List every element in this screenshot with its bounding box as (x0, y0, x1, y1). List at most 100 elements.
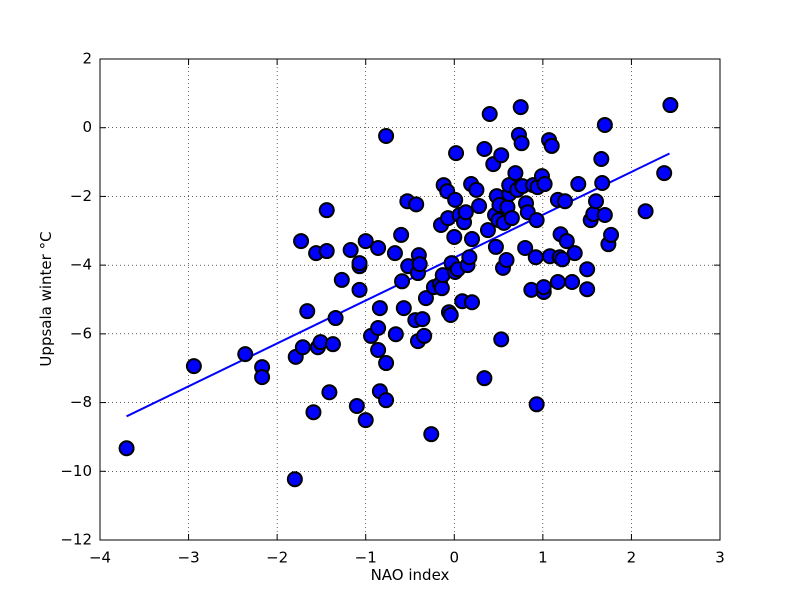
y-tick-label: 2 (82, 50, 92, 68)
x-tick-label: −1 (355, 549, 377, 567)
point (371, 300, 388, 317)
point (446, 228, 463, 245)
point (557, 193, 573, 210)
point (378, 392, 395, 409)
point (656, 165, 673, 182)
point (378, 355, 395, 372)
point (370, 239, 387, 256)
point (570, 176, 587, 193)
point (417, 290, 434, 307)
point (394, 273, 411, 290)
point (327, 310, 344, 327)
point (386, 245, 403, 262)
point (408, 196, 425, 213)
point (395, 300, 412, 317)
point (293, 233, 310, 250)
point (318, 243, 335, 260)
point (536, 176, 553, 193)
y-tick-label: −6 (70, 324, 92, 342)
point (305, 404, 322, 421)
point (423, 426, 440, 443)
point (461, 249, 478, 266)
point (447, 191, 464, 208)
y-tick-label: −2 (70, 187, 92, 205)
point (286, 471, 303, 488)
point (448, 145, 465, 162)
point (185, 358, 202, 375)
point (324, 336, 341, 353)
point (351, 281, 368, 298)
point (593, 150, 610, 167)
point (487, 238, 504, 255)
point (299, 303, 316, 320)
point (579, 281, 596, 298)
point (370, 320, 387, 337)
x-axis-label: NAO index (371, 566, 450, 584)
point (442, 306, 459, 323)
y-tick-label: −4 (70, 256, 92, 274)
point (588, 193, 604, 210)
point (378, 127, 395, 144)
point (481, 105, 498, 122)
point (476, 370, 493, 387)
y-tick-label: −8 (70, 393, 92, 411)
point (411, 256, 428, 273)
y-tick-label: −10 (60, 462, 92, 480)
point (493, 331, 510, 348)
point (318, 202, 335, 219)
point (527, 249, 544, 266)
axes-frame (99, 58, 721, 541)
point (348, 398, 365, 415)
point (558, 233, 575, 250)
point (464, 231, 480, 248)
point (528, 212, 545, 229)
point (549, 273, 566, 290)
point (498, 251, 515, 268)
point (464, 294, 480, 311)
x-tick-label: 1 (538, 549, 548, 567)
point (554, 251, 571, 268)
point (357, 233, 374, 250)
y-axis-label: Uppsala winter °C (37, 231, 55, 366)
point (118, 440, 135, 457)
point (237, 346, 254, 363)
y-tick-label: −12 (60, 531, 92, 549)
point (603, 226, 620, 243)
point (596, 206, 613, 223)
point (433, 280, 450, 297)
x-tick-label: 3 (715, 549, 725, 567)
point (543, 137, 560, 154)
point (493, 147, 510, 164)
x-tick-label: −4 (89, 549, 111, 567)
point (637, 203, 654, 220)
x-tick-label: 0 (450, 549, 460, 567)
point (333, 271, 350, 288)
point (566, 245, 583, 262)
point (476, 141, 493, 158)
y-tick-label: 0 (82, 118, 92, 136)
point (513, 135, 530, 152)
point (387, 326, 404, 343)
point (254, 369, 271, 386)
point (468, 181, 485, 198)
x-tick-label: 2 (627, 549, 637, 567)
point (512, 99, 529, 116)
point (535, 279, 552, 296)
point (414, 311, 431, 328)
x-tick-label: −2 (266, 549, 288, 567)
point (351, 255, 368, 272)
point (507, 165, 524, 182)
point (294, 339, 311, 356)
x-tick-label: −3 (178, 549, 200, 567)
point (479, 222, 496, 239)
point (342, 242, 359, 259)
point (596, 116, 613, 133)
point (564, 273, 581, 290)
point (321, 384, 338, 401)
point (517, 239, 534, 256)
point (594, 175, 611, 192)
plot-area (118, 97, 679, 488)
point (370, 342, 387, 359)
